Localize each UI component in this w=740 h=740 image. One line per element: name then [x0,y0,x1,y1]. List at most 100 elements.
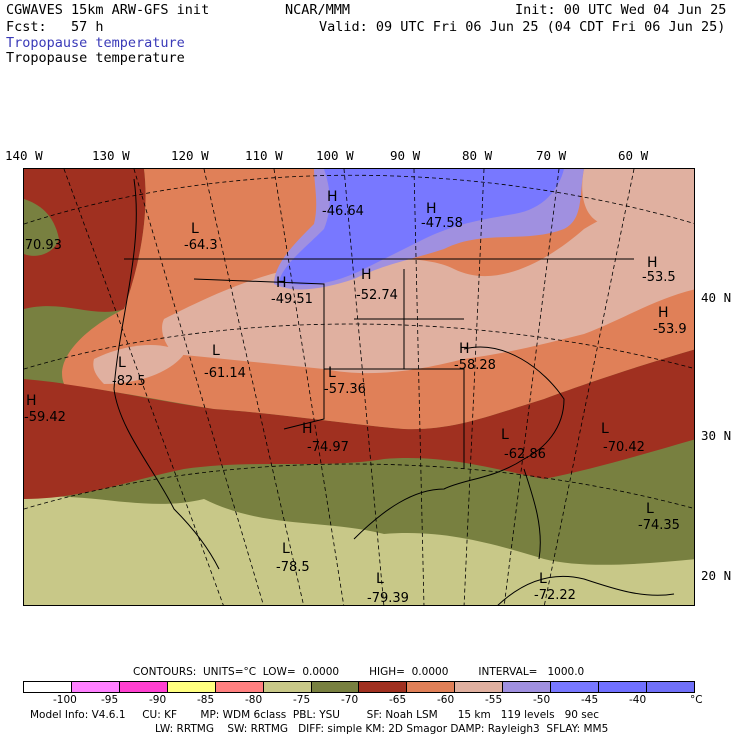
colorbar-tick-label: -50 [533,694,551,706]
colorbar-swatch [263,682,312,692]
center-marker: L [212,343,220,359]
center-marker: H [276,275,287,291]
center-value: -49.51 [271,292,313,307]
valid-time: Valid: 09 UTC Fri 06 Jun 25 (04 CDT Fri … [319,19,726,35]
center-value: -78.5 [276,560,310,575]
forecast-hour: Fcst: 57 h [6,19,104,35]
lon-label-140w: 140 W [5,148,43,163]
center-marker: H [459,341,470,357]
colorbar-swatch [119,682,168,692]
contours-info: CONTOURS: UNITS=°C LOW= 0.0000 HIGH= 0.0… [133,666,585,678]
colorbar-tick-label: -80 [245,694,263,706]
colorbar-swatch [551,682,600,692]
center-marker: H [647,255,658,271]
colorbar-tick-label: -55 [485,694,503,706]
colorbar-tick-label: -95 [101,694,119,706]
colorbar-swatch [71,682,120,692]
colorbar-swatch [359,682,408,692]
colorbar-tick-label: -60 [437,694,455,706]
colorbar-swatch [599,682,647,692]
center-marker: L [282,541,290,557]
center-value: -79.39 [367,591,409,606]
model-info-line2: LW: RRTMG SW: RRTMG DIFF: simple KM: 2D … [155,723,609,735]
field-band-60-55-west [93,344,184,384]
colorbar-swatch [24,682,72,692]
colorbar-tick-label: -65 [389,694,407,706]
tropopause-temperature-map: H -46.64 H -47.58 L -64.3 -70.93 H -49.5… [23,168,695,606]
field-band-70-65-nw [24,169,146,312]
boundaries [113,178,675,605]
colorbar-tick-label: -75 [293,694,311,706]
field-band-60-55-ne [582,169,694,224]
center-value: -64.3 [184,238,218,253]
center-marker: H [658,305,669,321]
center-value: -61.14 [204,366,246,381]
center-value: -58.28 [454,358,496,373]
model-info-line1: Model Info: V4.6.1 CU: KF MP: WDM 6class… [30,709,599,721]
lon-label-100w: 100 W [316,148,354,163]
colorbar-swatch [407,682,456,692]
center-marker: L [501,427,509,443]
field-band-75-70-nw [24,199,59,256]
center-value: -53.5 [642,270,676,285]
center-marker: L [601,421,609,437]
center-marker: L [118,355,126,371]
center-marker: H [426,201,437,217]
colorbar [23,681,695,693]
center-value: -62.86 [504,447,546,462]
center-value: -53.9 [653,322,687,337]
colorbar-tick-label: -45 [581,694,599,706]
center-value: -52.74 [356,288,398,303]
center-value: -74.97 [307,440,349,455]
lat-label-40n: 40 N [701,290,732,305]
field-band-80-75-gulf [214,536,361,594]
center-marker: H [327,189,338,205]
graticule [24,169,694,605]
model-title: CGWAVES 15km ARW-GFS init [6,2,210,18]
colorbar-tick-label: -100 [53,694,77,706]
colorbar-tick-label: -85 [197,694,215,706]
colorbar-swatch [215,682,264,692]
field-title: Tropopause temperature [6,35,185,51]
center-value: -72.22 [534,588,576,603]
organization: NCAR/MMM [285,2,351,18]
field-band-80-75 [24,496,694,605]
colorbar-tick-label: -90 [149,694,167,706]
center-value: -74.35 [638,518,680,533]
colorbar-tick-label: -40 [629,694,647,706]
center-marker: H [26,393,37,409]
center-marker: L [328,365,336,381]
field-band-60-55 [162,194,694,374]
center-value: -82.5 [112,374,146,389]
center-marker: H [302,421,313,437]
field-band-50-45 [279,169,564,285]
lon-label-80w: 80 W [462,148,493,163]
center-value: -57.36 [324,382,366,397]
lon-label-70w: 70 W [536,148,567,163]
colorbar-swatch [646,682,694,692]
lon-label-120w: 120 W [171,148,209,163]
center-marker: L [376,571,384,587]
lat-label-20n: 20 N [701,568,732,583]
colorbar-swatch [503,682,552,692]
center-value: -59.42 [24,410,66,425]
init-time: Init: 00 UTC Wed 04 Jun 25 [515,2,727,18]
lon-label-110w: 110 W [245,148,283,163]
center-marker: H [361,267,372,283]
center-value: -46.64 [322,204,364,219]
field-title-secondary: Tropopause temperature [6,50,185,66]
lat-label-30n: 30 N [701,428,732,443]
center-value: -70.93 [24,238,62,253]
center-value: -70.42 [603,440,645,455]
lon-label-90w: 90 W [390,148,421,163]
colorbar-swatch [167,682,216,692]
colorbar-swatch [455,682,504,692]
center-marker: L [191,221,199,237]
colorbar-swatch [311,682,360,692]
center-marker: L [539,571,547,587]
center-value: -47.58 [421,216,463,231]
lon-label-130w: 130 W [92,148,130,163]
center-marker: L [646,501,654,517]
field-band-70-65 [24,349,694,499]
lon-label-60w: 60 W [618,148,649,163]
